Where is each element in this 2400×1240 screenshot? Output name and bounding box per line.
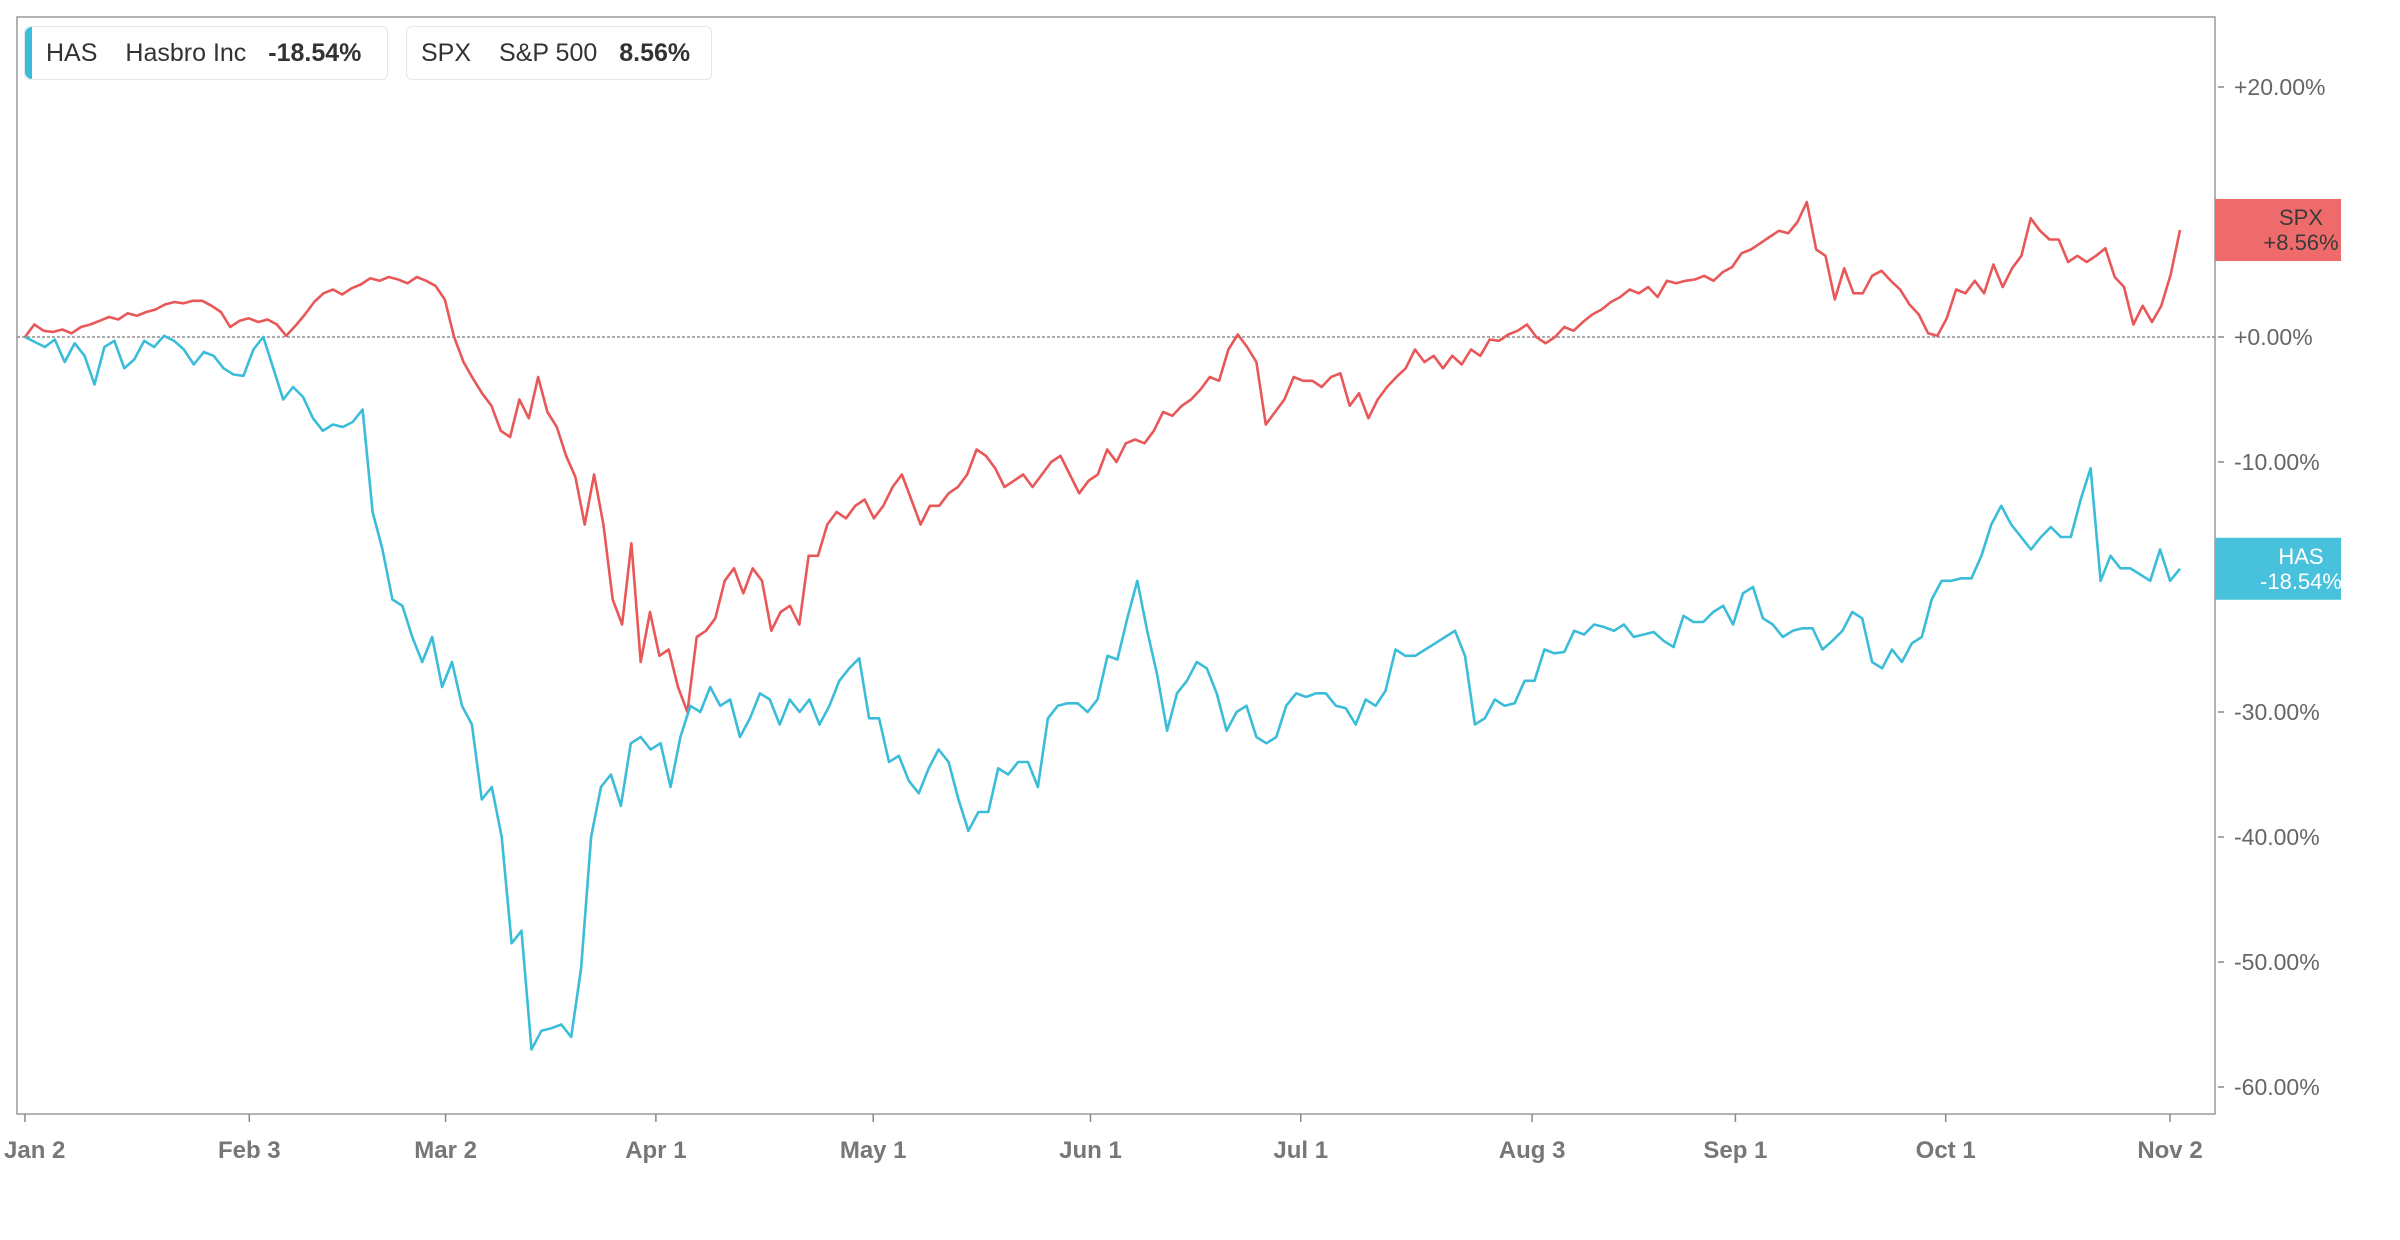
series-layer [23, 200, 2182, 1051]
y-axis: +20.00%+10.00%+0.00%-10.00%-20.00%-30.00… [2218, 74, 2325, 1100]
x-tick-label: Sep 1 [1703, 1137, 1767, 1164]
x-tick-label: Mar 2 [414, 1137, 477, 1164]
plot-frame [16, 16, 2216, 1115]
end-tags: SPX+8.56% HAS-18.54% [2215, 199, 2342, 600]
legend-swatch-has [25, 27, 32, 79]
y-tick-label: -60.00% [2234, 1074, 2320, 1100]
x-tick-label: Aug 3 [1499, 1137, 1566, 1164]
y-tick-label: -30.00% [2234, 699, 2320, 725]
x-tick-label: Apr 1 [625, 1137, 686, 1164]
x-tick-label: Jan 2 [4, 1137, 65, 1164]
legend-item-has[interactable]: HAS Hasbro Inc -18.54% [24, 26, 388, 80]
legend-symbol: HAS [46, 38, 98, 67]
y-tick-label: +20.00% [2234, 74, 2325, 100]
legend-change: 8.56% [619, 38, 691, 67]
legend-symbol: SPX [421, 38, 472, 67]
end-tag-value: -18.54% [2260, 569, 2342, 594]
y-tick-label: -40.00% [2234, 824, 2320, 850]
x-tick-label: Jun 1 [1059, 1137, 1122, 1164]
x-axis: Jan 2 Feb 3 Mar 2 Apr 1 May 1 Jun 1 Jul 1 Aug 3… [4, 1114, 2203, 1164]
end-tag-symbol: SPX [2279, 205, 2323, 230]
legend-name: S&P 500 [499, 38, 598, 67]
y-tick-label: -50.00% [2234, 949, 2320, 975]
x-tick-label: Feb 3 [218, 1137, 281, 1164]
series-line-has [24, 334, 2182, 1051]
end-tag-has: HAS-18.54% [2215, 537, 2342, 600]
legend-change: -18.54% [268, 38, 362, 67]
x-tick-label: May 1 [840, 1137, 907, 1164]
x-tick-label: Jul 1 [1273, 1137, 1328, 1164]
end-tag-value: +8.56% [2263, 230, 2338, 255]
y-tick-label: +0.00% [2234, 324, 2313, 350]
end-tag-spx: SPX+8.56% [2215, 199, 2341, 261]
end-tag-symbol: HAS [2278, 544, 2323, 569]
series-line-spx [23, 200, 2182, 714]
x-tick-label: Nov 2 [2137, 1137, 2202, 1164]
legend-name: Hasbro Inc [125, 38, 247, 67]
end-tag-bg [2215, 537, 2341, 600]
end-tag-bg [2215, 199, 2341, 261]
y-tick-label: -10.00% [2234, 449, 2320, 475]
x-tick-label: Oct 1 [1916, 1137, 1976, 1164]
legend-item-spx[interactable]: SPX S&P 500 8.56% [406, 26, 712, 80]
